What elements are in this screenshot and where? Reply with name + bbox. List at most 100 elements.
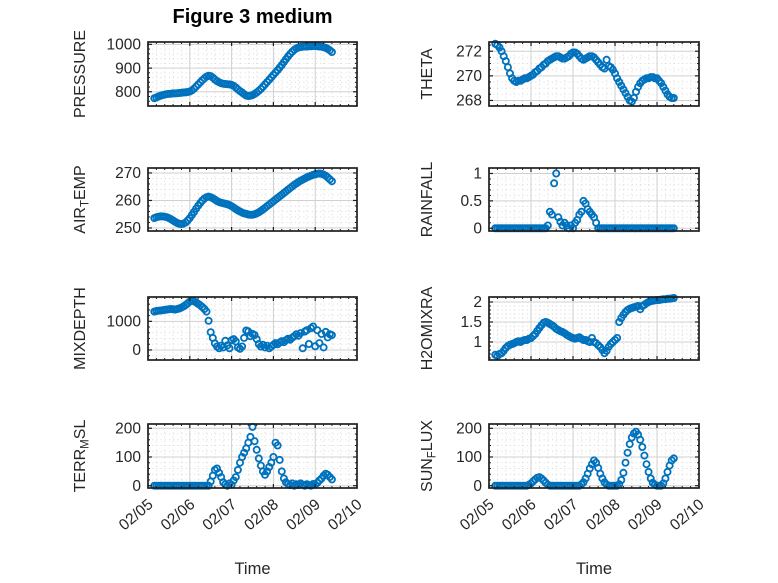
marker	[298, 344, 307, 353]
data-series-terr-msl	[150, 422, 336, 490]
y-tick-labels: 0 100 200	[456, 421, 482, 495]
marker	[238, 342, 247, 351]
marker	[204, 316, 213, 325]
subplot-mixdepth: 0 1000 MIXDEPTH	[72, 287, 358, 370]
marker	[669, 454, 678, 463]
y-tick-labels: 11.52	[460, 294, 482, 351]
y-tick-labels: 0 1000	[107, 314, 142, 360]
x-tick-label: 02/08	[583, 496, 624, 534]
y-tick-label: 2	[473, 294, 482, 311]
x-tick-label: 02/09	[625, 496, 666, 534]
y-tick-label: 800	[115, 84, 141, 101]
marker	[617, 475, 626, 484]
marker	[543, 221, 552, 230]
y-tick-labels: 0 100 200	[115, 421, 141, 495]
axes-box	[147, 41, 358, 107]
marker	[640, 451, 649, 460]
x-tick-labels: 02/05 02/06 02/07 02/08 02/09 02/10	[457, 496, 708, 534]
subplot-terr-msl: 0 100 200 TERRMSL 02/05 02/06 02/07 02/08 02/09 0…	[72, 420, 366, 578]
x-tick-label: 02/09	[283, 496, 324, 534]
tick-marks	[147, 297, 358, 360]
x-tick-label: 02/07	[541, 496, 582, 534]
ylabel-sun-flux: SUNFLUX	[419, 420, 439, 492]
marker	[225, 344, 234, 353]
marker	[302, 326, 311, 335]
x-tick-label: 02/05	[116, 496, 157, 534]
marker	[636, 435, 645, 444]
axes-box	[488, 167, 700, 232]
marker	[296, 329, 305, 338]
ylabel-theta: THETA	[419, 48, 436, 100]
axes-box	[147, 423, 358, 489]
marker	[254, 454, 263, 463]
y-tick-label: 0	[473, 478, 482, 495]
marker	[327, 177, 336, 186]
ylabel-mixdepth: MIXDEPTH	[72, 287, 89, 370]
marker	[327, 48, 336, 57]
y-tick-label: 0.5	[460, 193, 482, 210]
data-series-rainfall	[491, 169, 678, 233]
marker	[240, 333, 249, 342]
data-series-mixdepth	[150, 296, 336, 353]
subplot-theta: 268 270 272 THETA	[419, 39, 700, 110]
marker	[275, 455, 284, 464]
marker	[315, 339, 324, 348]
y-tick-label: 900	[115, 60, 141, 77]
marker	[550, 179, 559, 188]
axes-box	[488, 423, 700, 489]
x-tick-label: 02/10	[667, 496, 708, 534]
figure-title: Figure 3 medium	[172, 6, 333, 28]
y-tick-label: 200	[115, 421, 141, 438]
marker	[621, 458, 630, 467]
minor-grid	[489, 297, 699, 360]
data-series-theta	[491, 39, 678, 106]
marker	[273, 441, 282, 450]
marker	[327, 331, 336, 340]
marker	[548, 210, 557, 219]
marker	[661, 474, 670, 483]
xlabel-time-right: Time	[576, 560, 612, 578]
tick-marks	[147, 424, 358, 488]
marker	[252, 445, 261, 454]
marker	[638, 442, 647, 451]
y-tick-label: 0	[132, 478, 141, 495]
y-tick-labels: 00.51	[460, 166, 482, 238]
marker	[231, 473, 240, 482]
axes-box	[488, 296, 700, 361]
marker	[246, 432, 255, 441]
y-tick-label: 270	[115, 165, 141, 182]
y-tick-labels: 268 270 272	[456, 43, 482, 109]
y-tick-label: 0	[473, 220, 482, 237]
ylabel-rainfall: RAINFALL	[419, 162, 436, 238]
y-tick-label: 268	[456, 93, 482, 110]
data-series-pressure	[150, 42, 336, 103]
y-tick-label: 1	[473, 334, 482, 351]
axes-box	[147, 296, 358, 361]
marker	[619, 468, 628, 477]
subplot-pressure: 800 900 1000 PRESSURE	[72, 30, 358, 118]
y-tick-labels: 250 260 270	[115, 165, 141, 237]
x-tick-labels: 02/05 02/06 02/07 02/08 02/09 02/10	[116, 496, 366, 534]
marker	[663, 467, 672, 476]
marker	[552, 169, 561, 178]
y-tick-label: 200	[456, 421, 482, 438]
marker	[250, 437, 259, 446]
y-tick-labels: 800 900 1000	[107, 37, 142, 101]
y-tick-label: 272	[456, 43, 482, 60]
marker	[277, 467, 286, 476]
x-tick-label: 02/08	[241, 496, 282, 534]
ylabel-terr-msl: TERRMSL	[72, 420, 92, 493]
x-tick-label: 02/07	[200, 496, 241, 534]
marker	[644, 467, 653, 476]
y-tick-label: 1000	[107, 37, 142, 54]
y-tick-label: 100	[115, 449, 141, 466]
y-tick-label: 1.5	[460, 314, 482, 331]
data-series-h2omixra	[491, 293, 678, 360]
y-tick-label: 260	[115, 193, 141, 210]
ylabel-h2omixra: H2OMIXRA	[419, 286, 436, 370]
marker	[577, 207, 586, 216]
marker	[613, 333, 622, 342]
